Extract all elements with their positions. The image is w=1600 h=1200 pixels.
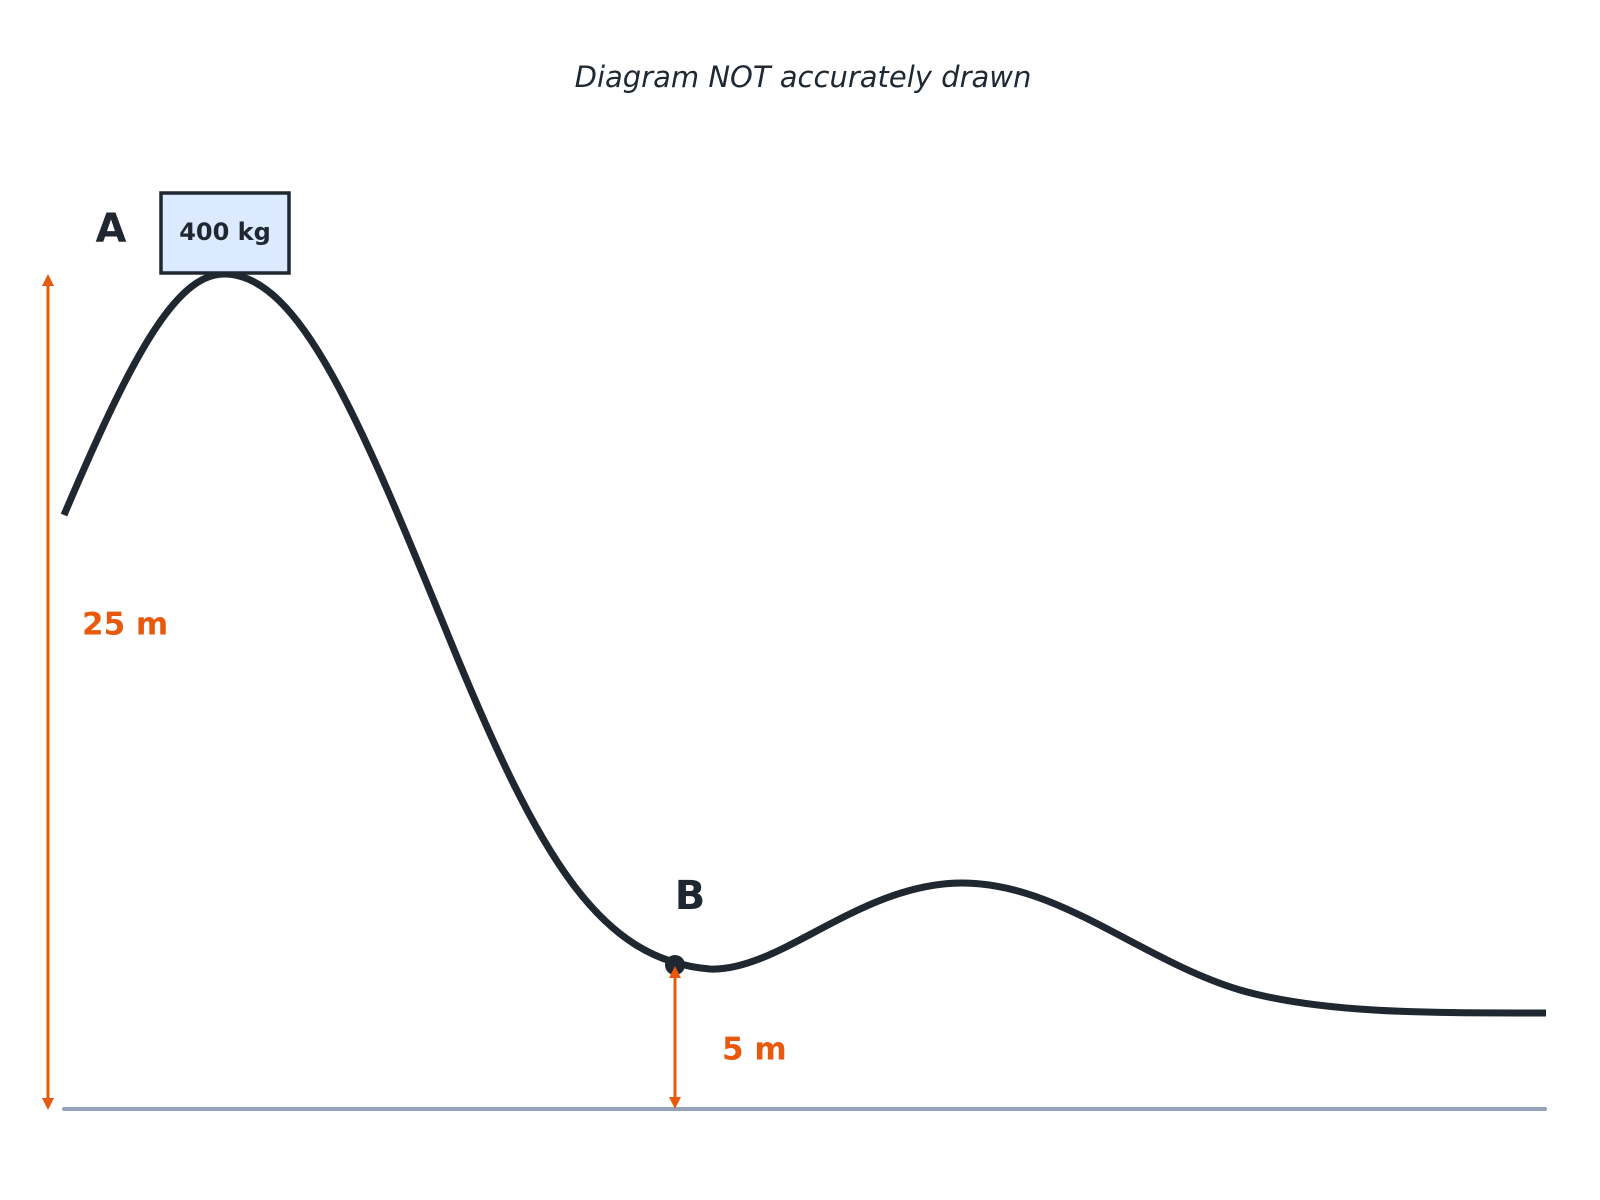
- point-a-label: A: [96, 206, 127, 252]
- note: Diagram NOT accurately drawn: [575, 60, 1032, 94]
- mass-label: 400 kg: [179, 218, 271, 246]
- height-b-label: 5 m: [722, 1032, 787, 1068]
- height-a-label: 25 m: [82, 607, 168, 643]
- point-b-label: B: [675, 873, 706, 919]
- mass-box: [159, 191, 291, 275]
- track: [60, 270, 1547, 1017]
